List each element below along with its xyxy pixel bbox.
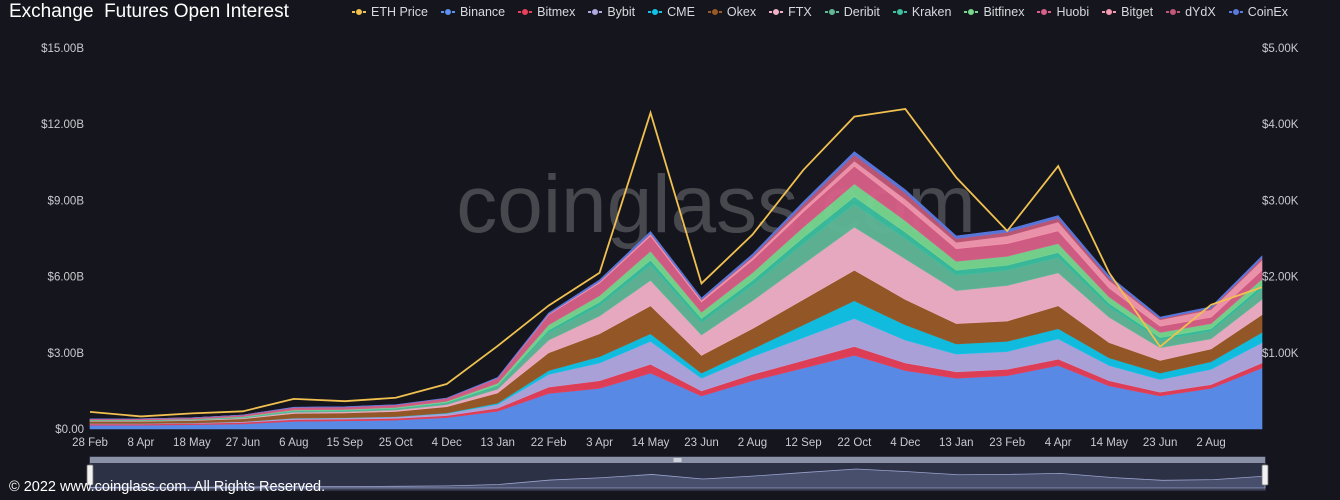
legend-item-coinex[interactable]: CoinEx <box>1228 5 1288 19</box>
x-tick-label: 22 Oct <box>837 437 872 449</box>
copyright-footer: © 2022 www.coinglass.com. All Rights Res… <box>9 479 326 495</box>
y-right-tick-label: $3.00K <box>1262 195 1299 207</box>
x-tick-label: 13 Jan <box>939 437 974 449</box>
x-tick-label: 4 Dec <box>432 437 462 449</box>
x-tick-label: 8 Apr <box>128 437 155 449</box>
x-tick-label: 22 Feb <box>531 437 567 449</box>
legend-label: Bitmex <box>537 5 576 19</box>
x-tick-label: 4 Dec <box>890 437 920 449</box>
legend-item-bitget[interactable]: Bitget <box>1102 5 1153 19</box>
x-tick-label: 12 Sep <box>785 437 821 449</box>
legend-label: Deribit <box>843 5 880 19</box>
legend-item-kraken[interactable]: Kraken <box>892 5 952 19</box>
y-left-tick-label: $12.00B <box>41 119 84 131</box>
legend-marker-icon <box>824 7 839 17</box>
x-tick-label: 23 Feb <box>989 437 1025 449</box>
legend-marker-icon <box>892 7 907 17</box>
x-tick-label: 25 Oct <box>379 437 414 449</box>
legend-item-cme[interactable]: CME <box>648 5 695 19</box>
y-left-tick-label: $6.00B <box>48 272 85 284</box>
navigator-left-handle[interactable] <box>86 464 94 486</box>
x-tick-label: 4 Apr <box>1045 437 1072 449</box>
navigator-right-handle[interactable] <box>1261 464 1269 486</box>
y-left-tick-label: $3.00B <box>48 348 85 360</box>
legend-item-ftx[interactable]: FTX <box>769 5 812 19</box>
x-tick-label: 15 Sep <box>327 437 363 449</box>
legend-marker-icon <box>1102 7 1117 17</box>
y-right-tick-label: $5.00K <box>1262 43 1299 55</box>
legend-item-bitmex[interactable]: Bitmex <box>518 5 575 19</box>
legend-marker-icon <box>648 7 663 17</box>
navigator-grip-icon[interactable] <box>673 458 682 462</box>
legend-marker-icon <box>518 7 533 17</box>
legend-label: Bitfinex <box>983 5 1025 19</box>
legend-item-dydx[interactable]: dYdX <box>1166 5 1216 19</box>
legend-label: ETH Price <box>371 5 428 19</box>
y-left-tick-label: $15.00B <box>41 43 84 55</box>
x-tick-label: 3 Apr <box>586 437 613 449</box>
legend-item-binance[interactable]: Binance <box>440 5 506 19</box>
legend-marker-icon <box>1166 7 1181 17</box>
legend-marker-icon <box>964 7 979 17</box>
legend-label: Okex <box>726 5 757 19</box>
legend-marker-icon <box>1228 7 1243 17</box>
x-tick-label: 27 Jun <box>226 437 261 449</box>
legend-item-eth-price[interactable]: ETH Price <box>352 5 428 19</box>
x-tick-label: 2 Aug <box>1196 437 1225 449</box>
y-left-tick-label: $9.00B <box>48 195 85 207</box>
y-right-tick-label: $2.00K <box>1262 272 1299 284</box>
legend-label: FTX <box>788 5 812 19</box>
legend-label: dYdX <box>1185 5 1216 19</box>
legend-marker-icon <box>1037 7 1052 17</box>
y-left-tick-label: $0.00 <box>55 424 84 436</box>
chart-title: Exchange Futures Open Interest <box>9 1 289 22</box>
x-tick-label: 28 Feb <box>72 437 108 449</box>
x-tick-label: 13 Jan <box>480 437 515 449</box>
legend-item-bitfinex[interactable]: Bitfinex <box>964 5 1024 19</box>
legend-marker-icon <box>440 7 455 17</box>
x-tick-label: 23 Jun <box>684 437 719 449</box>
legend-marker-icon <box>588 7 603 17</box>
legend-marker-icon <box>769 7 784 17</box>
area-coinex[interactable] <box>90 151 1263 420</box>
legend-label: Bitget <box>1121 5 1154 19</box>
legend-item-deribit[interactable]: Deribit <box>824 5 880 19</box>
legend-label: Binance <box>459 5 506 19</box>
legend-label: Kraken <box>911 5 952 19</box>
x-tick-label: 6 Aug <box>279 437 308 449</box>
x-tick-label: 14 May <box>1090 437 1128 449</box>
legend-marker-icon <box>707 7 722 17</box>
x-tick-label: 2 Aug <box>738 437 767 449</box>
x-tick-label: 23 Jun <box>1143 437 1178 449</box>
x-tick-label: 14 May <box>632 437 670 449</box>
legend-label: Huobi <box>1056 5 1090 19</box>
navigator-series <box>89 468 1266 489</box>
legend-item-bybit[interactable]: Bybit <box>588 5 635 19</box>
legend-marker-icon <box>352 7 366 17</box>
y-right-tick-label: $4.00K <box>1262 119 1299 131</box>
legend-item-huobi[interactable]: Huobi <box>1037 5 1089 19</box>
legend-item-okex[interactable]: Okex <box>707 5 757 19</box>
legend-label: CME <box>667 5 695 19</box>
line-eth-price[interactable] <box>89 107 1263 418</box>
chart-legend: ETH Price Binance Bitmex Bybit CME Okex FTX Der… <box>352 4 1301 20</box>
legend-label: Bybit <box>607 5 636 19</box>
legend-label: CoinEx <box>1247 5 1288 19</box>
y-right-tick-label: $1.00K <box>1262 348 1299 360</box>
x-tick-label: 18 May <box>173 437 211 449</box>
